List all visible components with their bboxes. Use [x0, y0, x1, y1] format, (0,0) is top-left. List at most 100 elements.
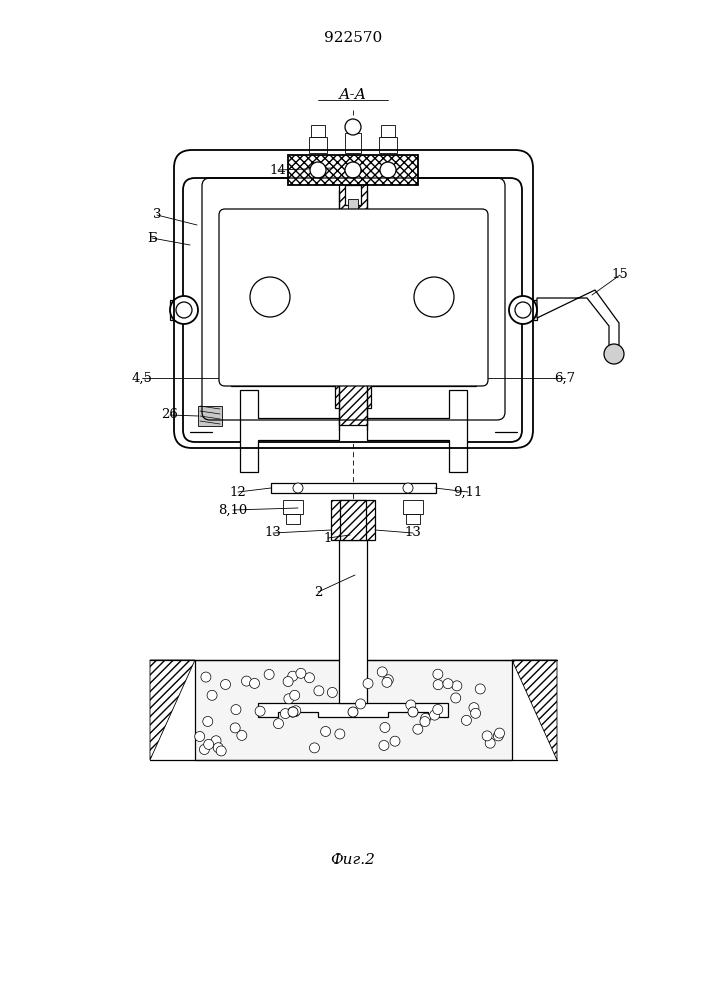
Circle shape — [345, 119, 361, 135]
Text: 14: 14 — [269, 163, 286, 176]
Polygon shape — [311, 125, 325, 137]
Circle shape — [406, 700, 416, 710]
Bar — [198, 406, 222, 426]
Polygon shape — [231, 370, 476, 408]
Polygon shape — [406, 514, 420, 524]
Text: 3: 3 — [153, 209, 161, 222]
Polygon shape — [150, 660, 195, 760]
Polygon shape — [512, 660, 557, 760]
FancyBboxPatch shape — [219, 209, 488, 386]
Circle shape — [290, 690, 300, 700]
Text: Фиг.2: Фиг.2 — [331, 853, 375, 867]
Circle shape — [363, 679, 373, 689]
Circle shape — [221, 679, 230, 689]
Bar — [288, 155, 418, 185]
Polygon shape — [345, 133, 361, 153]
Circle shape — [451, 693, 461, 703]
Circle shape — [462, 715, 472, 725]
Circle shape — [335, 729, 345, 739]
Circle shape — [291, 706, 300, 716]
Text: 922570: 922570 — [324, 31, 382, 45]
Circle shape — [170, 296, 198, 324]
Circle shape — [443, 679, 453, 689]
Circle shape — [471, 708, 481, 718]
Circle shape — [204, 739, 214, 749]
Circle shape — [403, 483, 413, 493]
Bar — [402, 235, 467, 360]
Polygon shape — [367, 390, 467, 472]
FancyBboxPatch shape — [183, 178, 522, 442]
Circle shape — [288, 671, 298, 681]
Bar — [339, 175, 367, 425]
Text: 6,7: 6,7 — [554, 371, 575, 384]
Circle shape — [382, 677, 392, 687]
Circle shape — [199, 744, 209, 754]
Circle shape — [430, 710, 440, 720]
Circle shape — [327, 687, 337, 697]
Circle shape — [230, 723, 240, 733]
Circle shape — [250, 277, 290, 317]
Text: 1: 1 — [324, 532, 332, 544]
Circle shape — [283, 677, 293, 687]
Circle shape — [264, 669, 274, 679]
Bar — [271, 483, 436, 493]
Bar — [339, 540, 367, 703]
Circle shape — [314, 686, 324, 696]
Circle shape — [305, 673, 315, 683]
Circle shape — [214, 743, 223, 753]
Circle shape — [274, 719, 284, 729]
Polygon shape — [283, 500, 303, 514]
Polygon shape — [379, 137, 397, 153]
Circle shape — [288, 707, 298, 717]
Circle shape — [284, 694, 294, 704]
Circle shape — [509, 296, 537, 324]
Text: 15: 15 — [612, 268, 629, 282]
Circle shape — [203, 716, 213, 726]
Circle shape — [469, 703, 479, 713]
Bar — [345, 185, 361, 205]
Text: 26: 26 — [162, 408, 178, 422]
Circle shape — [345, 162, 361, 178]
Circle shape — [250, 678, 259, 688]
Circle shape — [421, 713, 431, 723]
Text: 9,11: 9,11 — [453, 486, 483, 498]
Circle shape — [290, 707, 300, 717]
Circle shape — [413, 724, 423, 734]
Circle shape — [380, 722, 390, 732]
Polygon shape — [286, 514, 300, 524]
Circle shape — [390, 736, 400, 746]
Circle shape — [433, 704, 443, 714]
Bar — [340, 500, 366, 540]
Circle shape — [348, 707, 358, 717]
Text: 13: 13 — [264, 526, 281, 540]
Circle shape — [296, 668, 306, 678]
Circle shape — [237, 730, 247, 740]
Text: 4,5: 4,5 — [132, 371, 153, 384]
Circle shape — [482, 731, 492, 741]
Circle shape — [356, 699, 366, 709]
Circle shape — [321, 726, 331, 736]
Circle shape — [378, 667, 387, 677]
Bar — [331, 500, 375, 540]
Circle shape — [310, 162, 326, 178]
Text: 13: 13 — [404, 526, 421, 540]
Polygon shape — [529, 300, 537, 320]
Circle shape — [420, 717, 430, 727]
Circle shape — [379, 740, 389, 750]
Circle shape — [493, 731, 503, 741]
Circle shape — [231, 705, 241, 715]
Text: 8,10: 8,10 — [218, 504, 247, 516]
Circle shape — [494, 728, 505, 738]
Circle shape — [515, 302, 531, 318]
Polygon shape — [240, 390, 339, 472]
Polygon shape — [381, 125, 395, 137]
Circle shape — [288, 707, 298, 717]
Circle shape — [293, 483, 303, 493]
Circle shape — [242, 676, 252, 686]
Text: А-А: А-А — [339, 88, 367, 102]
Circle shape — [194, 731, 205, 741]
Circle shape — [433, 669, 443, 679]
Circle shape — [475, 684, 485, 694]
Circle shape — [216, 746, 226, 756]
Polygon shape — [258, 703, 448, 717]
